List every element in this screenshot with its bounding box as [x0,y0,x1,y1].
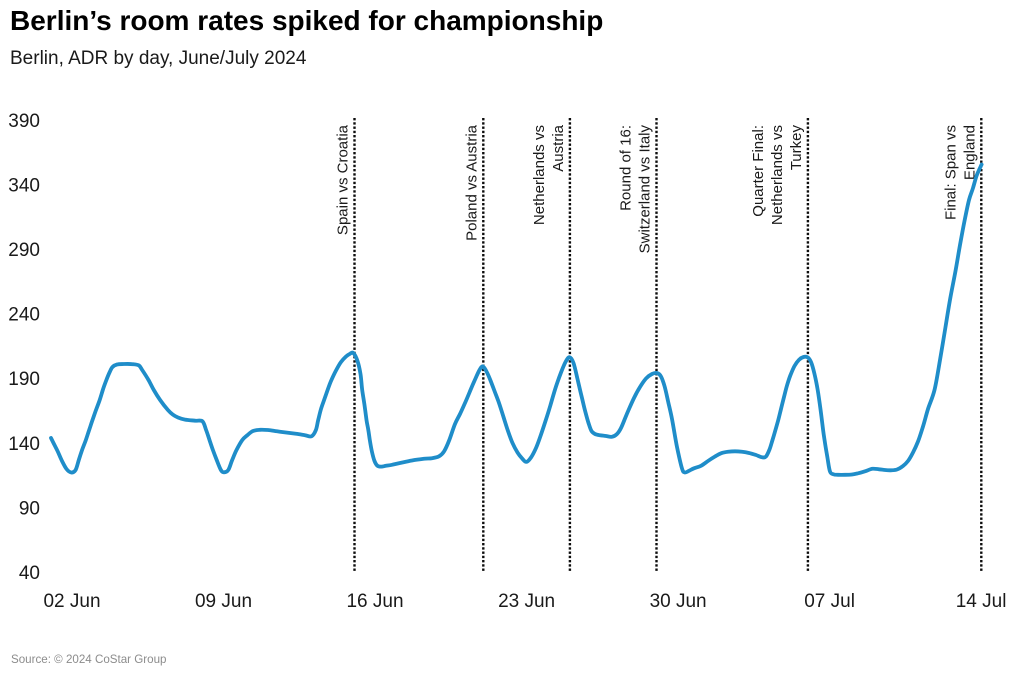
svg-text:390: 390 [8,111,40,132]
svg-text:30 Jun: 30 Jun [650,591,707,612]
svg-text:07 Jul: 07 Jul [804,591,855,612]
svg-text:Berlin, ADR by day, June/July: Berlin, ADR by day, June/July 2024 [10,48,307,69]
svg-text:Quarter Final:: Quarter Final: [750,125,767,217]
svg-text:Berlin’s room rates spiked for: Berlin’s room rates spiked for champions… [10,5,603,36]
svg-text:90: 90 [19,498,40,519]
svg-text:Austria: Austria [550,124,567,171]
svg-text:02 Jun: 02 Jun [43,591,100,612]
svg-text:09 Jun: 09 Jun [195,591,252,612]
svg-text:Netherlands vs: Netherlands vs [769,125,786,225]
svg-text:14 Jul: 14 Jul [956,591,1007,612]
svg-text:England: England [961,125,978,180]
svg-text:Final: Span vs: Final: Span vs [942,125,959,220]
svg-text:Poland vs Austria: Poland vs Austria [463,124,480,241]
svg-text:140: 140 [8,434,40,455]
svg-text:Netherlands vs: Netherlands vs [531,125,548,225]
svg-text:190: 190 [8,369,40,390]
svg-text:23 Jun: 23 Jun [498,591,555,612]
svg-text:40: 40 [19,563,40,584]
svg-text:Turkey: Turkey [788,125,805,171]
svg-text:Round of 16:: Round of 16: [618,125,635,211]
svg-text:290: 290 [8,240,40,261]
svg-text:Spain vs Croatia: Spain vs Croatia [335,124,352,235]
svg-text:240: 240 [8,305,40,326]
svg-text:Switzerland vs Italy: Switzerland vs Italy [637,125,654,254]
svg-text:340: 340 [8,176,40,197]
svg-text:16 Jun: 16 Jun [346,591,403,612]
svg-text:Source: © 2024 CoStar Group: Source: © 2024 CoStar Group [11,653,166,666]
